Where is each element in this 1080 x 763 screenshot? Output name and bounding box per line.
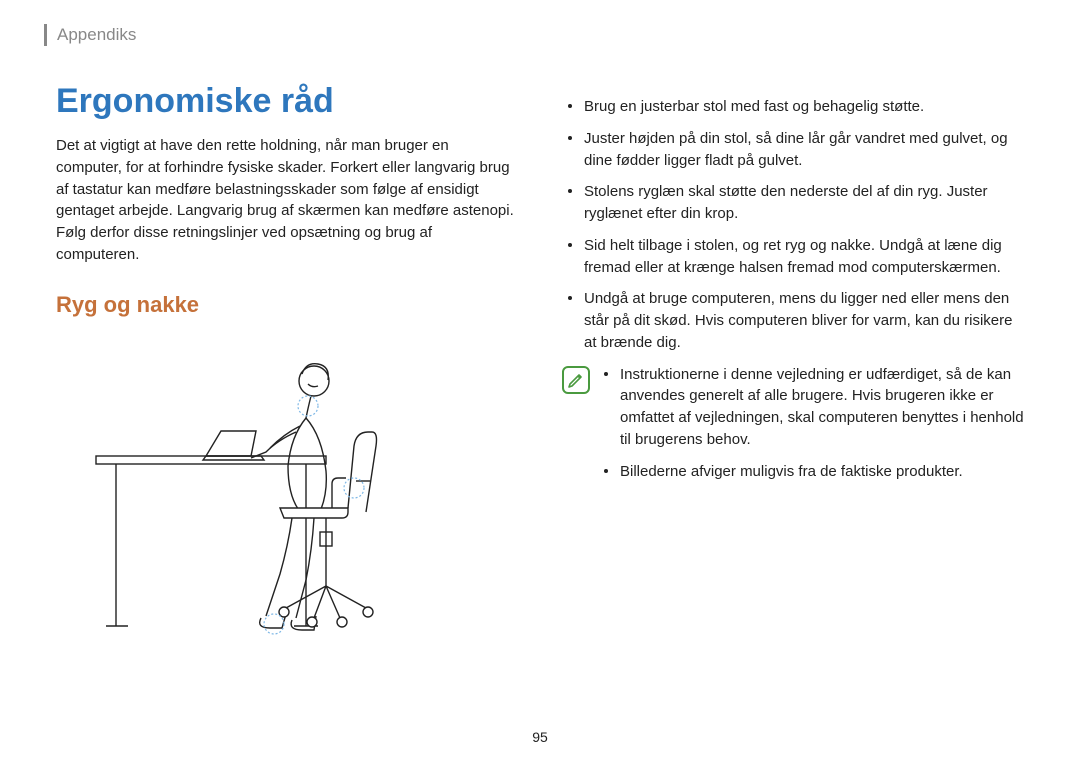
list-item: Stolens ryglæn skal støtte den nederste … <box>562 181 1024 225</box>
tab-label: Appendiks <box>57 25 136 45</box>
section-tab: Appendiks <box>44 24 136 46</box>
left-column: Ergonomiske råd Det at vigtigt at have d… <box>56 82 518 651</box>
list-item-text: Stolens ryglæn skal støtte den nederste … <box>584 181 1024 225</box>
list-item: Billederne afviger muligvis fra de fakti… <box>598 461 1024 483</box>
list-item-text: Instruktionerne i denne vejledning er ud… <box>620 364 1024 451</box>
note-list: Instruktionerne i denne vejledning er ud… <box>598 364 1024 493</box>
right-column: Brug en justerbar stol med fast og behag… <box>562 82 1024 651</box>
note-icon <box>562 366 590 394</box>
list-item-text: Undgå at bruge computeren, mens du ligge… <box>584 288 1024 353</box>
list-item: Juster højden på din stol, så dine lår g… <box>562 128 1024 172</box>
list-item: Undgå at bruge computeren, mens du ligge… <box>562 288 1024 353</box>
intro-paragraph: Det at vigtigt at have den rette holdnin… <box>56 135 518 266</box>
page-number: 95 <box>0 729 1080 745</box>
list-item: Sid helt tilbage i stolen, og ret ryg og… <box>562 235 1024 279</box>
ergonomics-illustration <box>56 336 456 646</box>
advice-list: Brug en justerbar stol med fast og behag… <box>562 96 1024 354</box>
list-item-text: Brug en justerbar stol med fast og behag… <box>584 96 924 118</box>
list-item-text: Billederne afviger muligvis fra de fakti… <box>620 461 963 483</box>
subheading: Ryg og nakke <box>56 292 518 318</box>
list-item-text: Sid helt tilbage i stolen, og ret ryg og… <box>584 235 1024 279</box>
page-title: Ergonomiske råd <box>56 82 518 121</box>
note-block: Instruktionerne i denne vejledning er ud… <box>562 364 1024 493</box>
tab-bar <box>44 24 47 46</box>
list-item: Brug en justerbar stol med fast og behag… <box>562 96 1024 118</box>
list-item: Instruktionerne i denne vejledning er ud… <box>598 364 1024 451</box>
list-item-text: Juster højden på din stol, så dine lår g… <box>584 128 1024 172</box>
